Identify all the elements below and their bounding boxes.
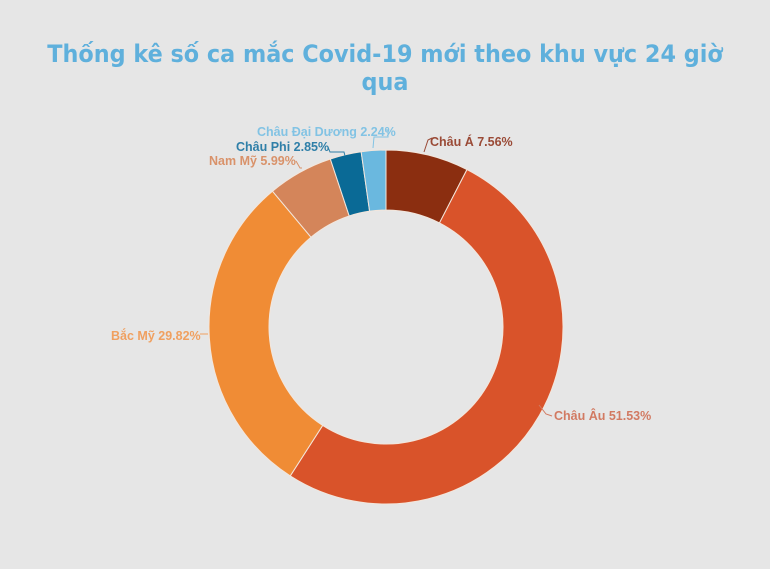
segment-chau-au: [289, 168, 564, 505]
label-chau-a: Châu Á 7.56%: [430, 134, 513, 149]
label-chau-phi: Châu Phi 2.85%: [236, 140, 329, 154]
leader-line-chau-a: [423, 137, 433, 153]
leader-line-chau-dai-duong: [372, 129, 389, 149]
label-chau-dai-duong: Châu Đại Dương 2.24%: [257, 125, 396, 139]
label-chau-au: Châu Âu 51.53%: [554, 408, 651, 423]
label-nam-my: Nam Mỹ 5.99%: [209, 154, 296, 168]
segment-chau-dai-duong: [360, 149, 387, 212]
segment-bac-my: [208, 190, 324, 477]
leader-lines: [200, 129, 553, 417]
donut-segments: [208, 149, 564, 505]
leader-line-chau-au: [538, 404, 553, 417]
label-bac-my: Bắc Mỹ 29.82%: [111, 328, 201, 343]
labels: Châu Á 7.56% Châu Âu 51.53% Bắc Mỹ 29.82…: [111, 125, 651, 423]
leader-line-chau-phi: [327, 146, 346, 157]
chart-title: Thống kê số ca mắc Covid-19 mới theo khu…: [47, 40, 723, 96]
leader-line-nam-my: [295, 160, 302, 169]
